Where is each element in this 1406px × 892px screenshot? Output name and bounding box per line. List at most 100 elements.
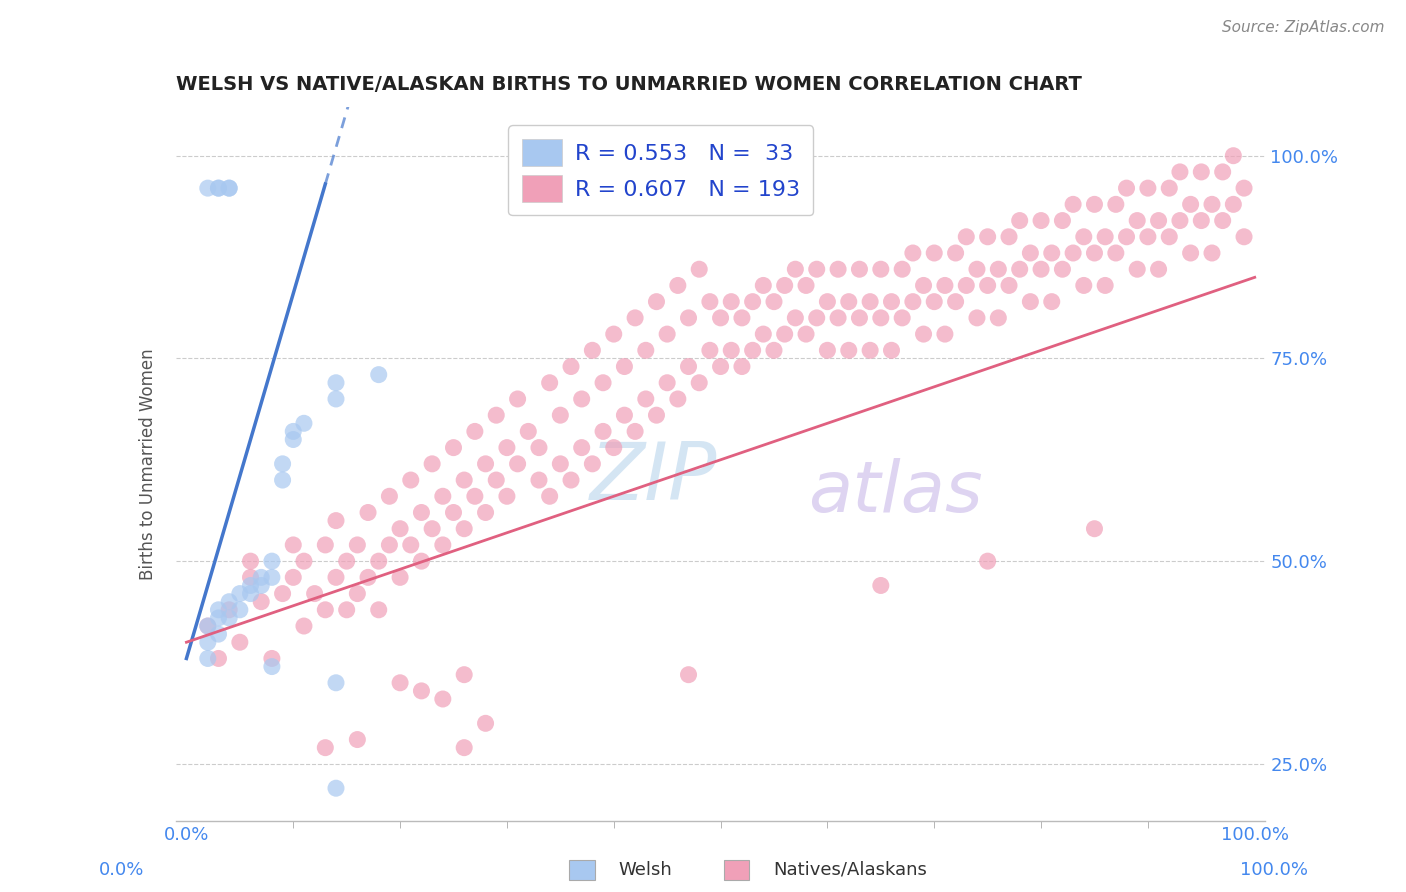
Point <box>634 343 657 358</box>
Point <box>934 278 956 293</box>
Point <box>773 327 796 342</box>
Point <box>987 262 1010 277</box>
Point <box>934 327 956 342</box>
Point <box>229 635 252 649</box>
Point <box>1062 246 1084 260</box>
Point <box>197 619 219 633</box>
Point <box>806 310 828 325</box>
Point <box>815 294 838 309</box>
Point <box>880 294 903 309</box>
Point <box>207 627 229 641</box>
Point <box>731 359 754 374</box>
Point <box>1168 165 1191 179</box>
Point <box>1136 229 1159 244</box>
Point <box>218 181 240 195</box>
Point <box>571 392 593 406</box>
Point <box>1019 246 1042 260</box>
Point <box>325 392 347 406</box>
Point <box>762 294 785 309</box>
Point <box>891 262 914 277</box>
Point <box>325 675 347 690</box>
Point <box>292 417 315 431</box>
Point <box>815 343 838 358</box>
Point <box>496 441 519 455</box>
Point <box>731 310 754 325</box>
Point <box>399 473 422 487</box>
Text: atlas: atlas <box>807 458 983 527</box>
Point <box>453 473 475 487</box>
Point <box>859 343 882 358</box>
Point <box>336 603 359 617</box>
Point <box>785 262 807 277</box>
Point <box>496 489 519 503</box>
Point <box>260 554 283 568</box>
Point <box>1189 165 1212 179</box>
Text: Welsh: Welsh <box>619 861 672 879</box>
Point <box>367 554 389 568</box>
Point <box>346 732 368 747</box>
Point <box>1062 197 1084 211</box>
Point <box>1189 213 1212 227</box>
Point <box>485 408 508 422</box>
Point <box>869 578 891 592</box>
Point <box>346 538 368 552</box>
Point <box>645 408 668 422</box>
Point <box>581 457 603 471</box>
Point <box>271 586 294 600</box>
Point <box>1126 213 1149 227</box>
Point <box>912 327 935 342</box>
Point <box>239 578 262 592</box>
Point <box>1222 197 1244 211</box>
Point <box>922 294 945 309</box>
Point <box>538 489 561 503</box>
Point <box>966 262 988 277</box>
Point <box>325 376 347 390</box>
Point <box>474 716 496 731</box>
Point <box>603 327 626 342</box>
Point <box>1212 165 1234 179</box>
Point <box>848 310 870 325</box>
Point <box>1008 262 1031 277</box>
Point <box>912 278 935 293</box>
Point <box>1159 229 1181 244</box>
Point <box>666 392 689 406</box>
Point <box>624 425 647 439</box>
Point <box>389 570 412 584</box>
Point <box>560 473 582 487</box>
Point <box>592 425 614 439</box>
Point <box>560 359 582 374</box>
Point <box>218 603 240 617</box>
Point <box>357 570 380 584</box>
Point <box>453 740 475 755</box>
Point <box>517 425 540 439</box>
Point <box>538 376 561 390</box>
Point <box>678 310 700 325</box>
Point <box>271 457 294 471</box>
Point <box>420 522 443 536</box>
Point <box>1180 246 1202 260</box>
Point <box>1073 278 1095 293</box>
Point <box>474 506 496 520</box>
Point <box>634 392 657 406</box>
Point <box>271 473 294 487</box>
Point <box>336 554 359 568</box>
Point <box>218 595 240 609</box>
Point <box>197 619 219 633</box>
Point <box>1168 213 1191 227</box>
Point <box>506 457 529 471</box>
Text: WELSH VS NATIVE/ALASKAN BIRTHS TO UNMARRIED WOMEN CORRELATION CHART: WELSH VS NATIVE/ALASKAN BIRTHS TO UNMARR… <box>176 75 1081 95</box>
Point <box>1233 181 1256 195</box>
Point <box>859 294 882 309</box>
Point <box>1083 246 1105 260</box>
Point <box>1233 229 1256 244</box>
Point <box>1073 229 1095 244</box>
Point <box>229 603 252 617</box>
Point <box>283 425 305 439</box>
Point <box>292 619 315 633</box>
Point <box>218 181 240 195</box>
Point <box>367 368 389 382</box>
Point <box>688 262 710 277</box>
Point <box>773 278 796 293</box>
Point <box>624 310 647 325</box>
Point <box>955 229 977 244</box>
